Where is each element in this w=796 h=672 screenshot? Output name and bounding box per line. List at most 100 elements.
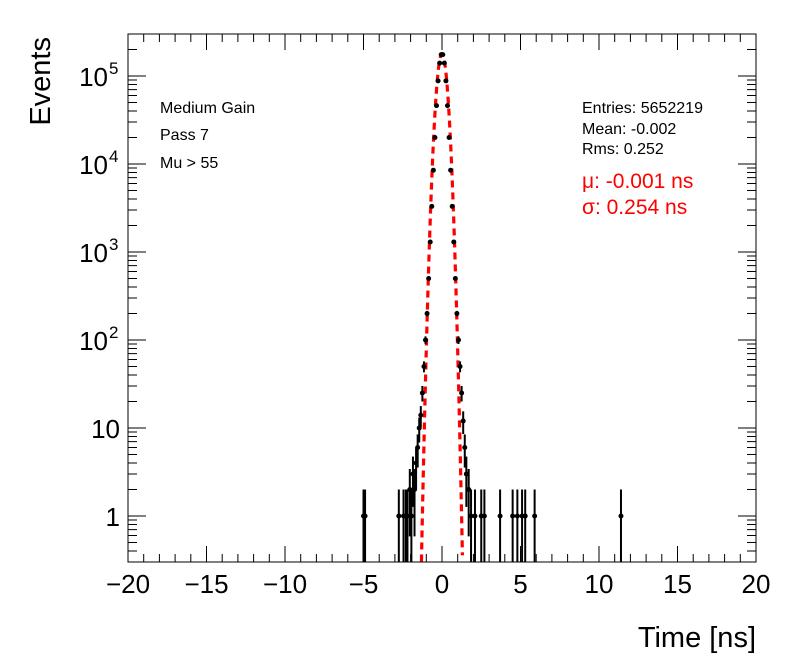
data-marker — [618, 513, 624, 519]
data-point — [514, 489, 520, 562]
y-tick-exponent: 3 — [109, 235, 118, 254]
data-point — [440, 52, 446, 58]
data-marker — [396, 513, 402, 519]
data-marker — [514, 513, 520, 519]
data-point — [618, 489, 624, 562]
stats-rms: Rms: 0.252 — [582, 141, 664, 158]
data-marker — [444, 103, 450, 109]
data-marker — [435, 78, 441, 84]
data-point — [418, 406, 424, 428]
label-gain: Medium Gain — [160, 100, 255, 117]
x-axis-title: Time [ns] — [638, 622, 756, 654]
data-point — [424, 310, 430, 317]
data-point — [472, 489, 478, 562]
y-axis-title: Events — [25, 37, 57, 126]
data-point — [421, 361, 427, 373]
stats-mean: Mean: -0.002 — [582, 121, 676, 138]
data-point — [468, 489, 474, 562]
data-marker — [452, 275, 458, 281]
data-point — [362, 489, 368, 562]
label-pass: Pass 7 — [160, 127, 209, 144]
data-point — [437, 60, 443, 66]
data-point — [481, 489, 487, 562]
data-marker — [472, 513, 478, 519]
data-marker — [421, 363, 427, 369]
data-marker — [362, 513, 368, 519]
data-marker — [457, 363, 463, 369]
data-point — [510, 489, 516, 562]
data-marker — [460, 418, 466, 424]
data-point — [446, 134, 452, 140]
stats-entries: Entries: 5652219 — [582, 100, 703, 117]
x-tick-label: −20 — [106, 569, 150, 599]
data-marker — [434, 103, 440, 109]
y-tick-label: 10 — [91, 414, 120, 444]
data-marker — [455, 337, 461, 343]
y-tick-label: 10 — [79, 238, 108, 268]
data-marker — [448, 167, 454, 173]
data-marker — [449, 203, 455, 209]
fit-mean-label: μ: -0.001 ns — [582, 170, 693, 193]
data-point — [460, 411, 466, 435]
data-point — [427, 239, 433, 245]
data-points-layer — [361, 52, 624, 562]
y-tick-exponent: 5 — [109, 59, 118, 78]
data-point — [457, 361, 463, 373]
fit-sigma-label: σ: 0.254 ns — [582, 196, 687, 219]
data-point — [449, 203, 455, 209]
data-marker — [429, 203, 435, 209]
data-point — [434, 103, 440, 109]
y-tick-label: 1 — [106, 502, 120, 532]
data-point — [522, 489, 528, 562]
x-tick-label: 15 — [663, 569, 692, 599]
data-point — [415, 434, 421, 468]
data-point — [466, 469, 472, 537]
data-marker — [427, 239, 433, 245]
data-point — [452, 275, 458, 281]
data-marker — [459, 390, 465, 396]
y-tick-exponent: 4 — [109, 147, 118, 166]
data-marker — [462, 445, 468, 451]
data-point — [455, 336, 461, 345]
data-marker — [432, 134, 438, 140]
data-marker — [466, 486, 472, 492]
data-point — [408, 489, 414, 562]
data-marker — [497, 513, 503, 519]
data-point — [435, 78, 441, 84]
data-point — [444, 103, 450, 109]
x-tick-label: −5 — [349, 569, 379, 599]
data-point — [432, 134, 438, 140]
data-marker — [481, 513, 487, 519]
data-marker — [423, 337, 429, 343]
x-tick-label: 10 — [585, 569, 614, 599]
data-point — [404, 489, 410, 562]
data-marker — [404, 513, 410, 519]
plot-frame — [127, 33, 757, 563]
data-marker — [454, 310, 460, 316]
data-marker — [426, 275, 432, 281]
fit-curve-layer — [419, 52, 465, 562]
gaussian-fit-curve — [419, 52, 465, 562]
data-marker — [532, 513, 538, 519]
data-marker — [424, 310, 430, 316]
data-point — [426, 275, 432, 281]
data-marker — [418, 412, 424, 418]
plot-frame-layer — [127, 33, 757, 563]
data-point — [430, 167, 436, 173]
data-marker — [451, 239, 457, 245]
data-point — [459, 386, 465, 402]
data-point — [441, 60, 447, 66]
data-marker — [446, 134, 452, 140]
data-point — [396, 489, 402, 562]
data-point — [423, 336, 429, 345]
data-marker — [408, 513, 414, 519]
data-point — [497, 489, 503, 562]
x-tick-label: 0 — [435, 569, 449, 599]
y-tick-label: 10 — [79, 326, 108, 356]
data-point — [454, 310, 460, 317]
y-tick-label: 10 — [79, 150, 108, 180]
data-point — [532, 489, 538, 562]
data-point — [419, 386, 425, 402]
